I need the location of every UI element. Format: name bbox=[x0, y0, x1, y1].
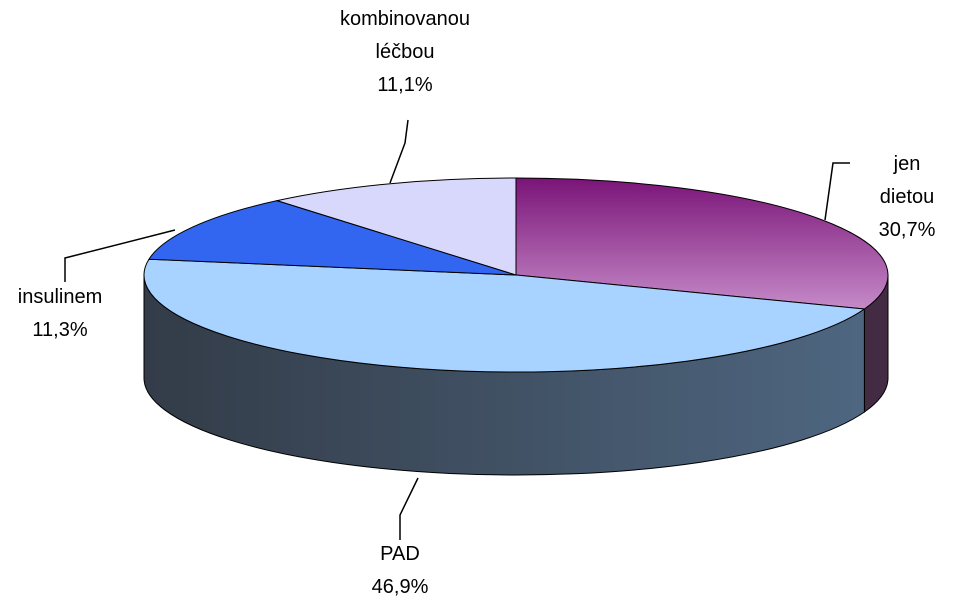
labels: jen dietou 30,7% PAD 46,9% insulinem 11,3% komb… bbox=[18, 8, 936, 598]
slice bbox=[275, 177, 517, 276]
value-label: 11,1% bbox=[377, 74, 432, 96]
slice bbox=[515, 177, 889, 310]
value-label: 11,3% bbox=[32, 319, 87, 341]
value-label: 46,9% bbox=[372, 576, 429, 598]
category-label: insulinem bbox=[18, 286, 102, 308]
category-label: PAD bbox=[380, 543, 420, 565]
slice bbox=[148, 200, 517, 276]
category-label: jen dietou bbox=[880, 153, 935, 208]
slice bbox=[143, 258, 866, 373]
leader-line bbox=[399, 477, 419, 540]
pie bbox=[143, 177, 889, 476]
leader-line bbox=[64, 229, 176, 282]
leader-line bbox=[824, 162, 850, 221]
leader-line bbox=[389, 119, 409, 184]
category-label: kombinovanou léčbou bbox=[340, 8, 470, 63]
value-label: 30,7% bbox=[879, 219, 936, 241]
